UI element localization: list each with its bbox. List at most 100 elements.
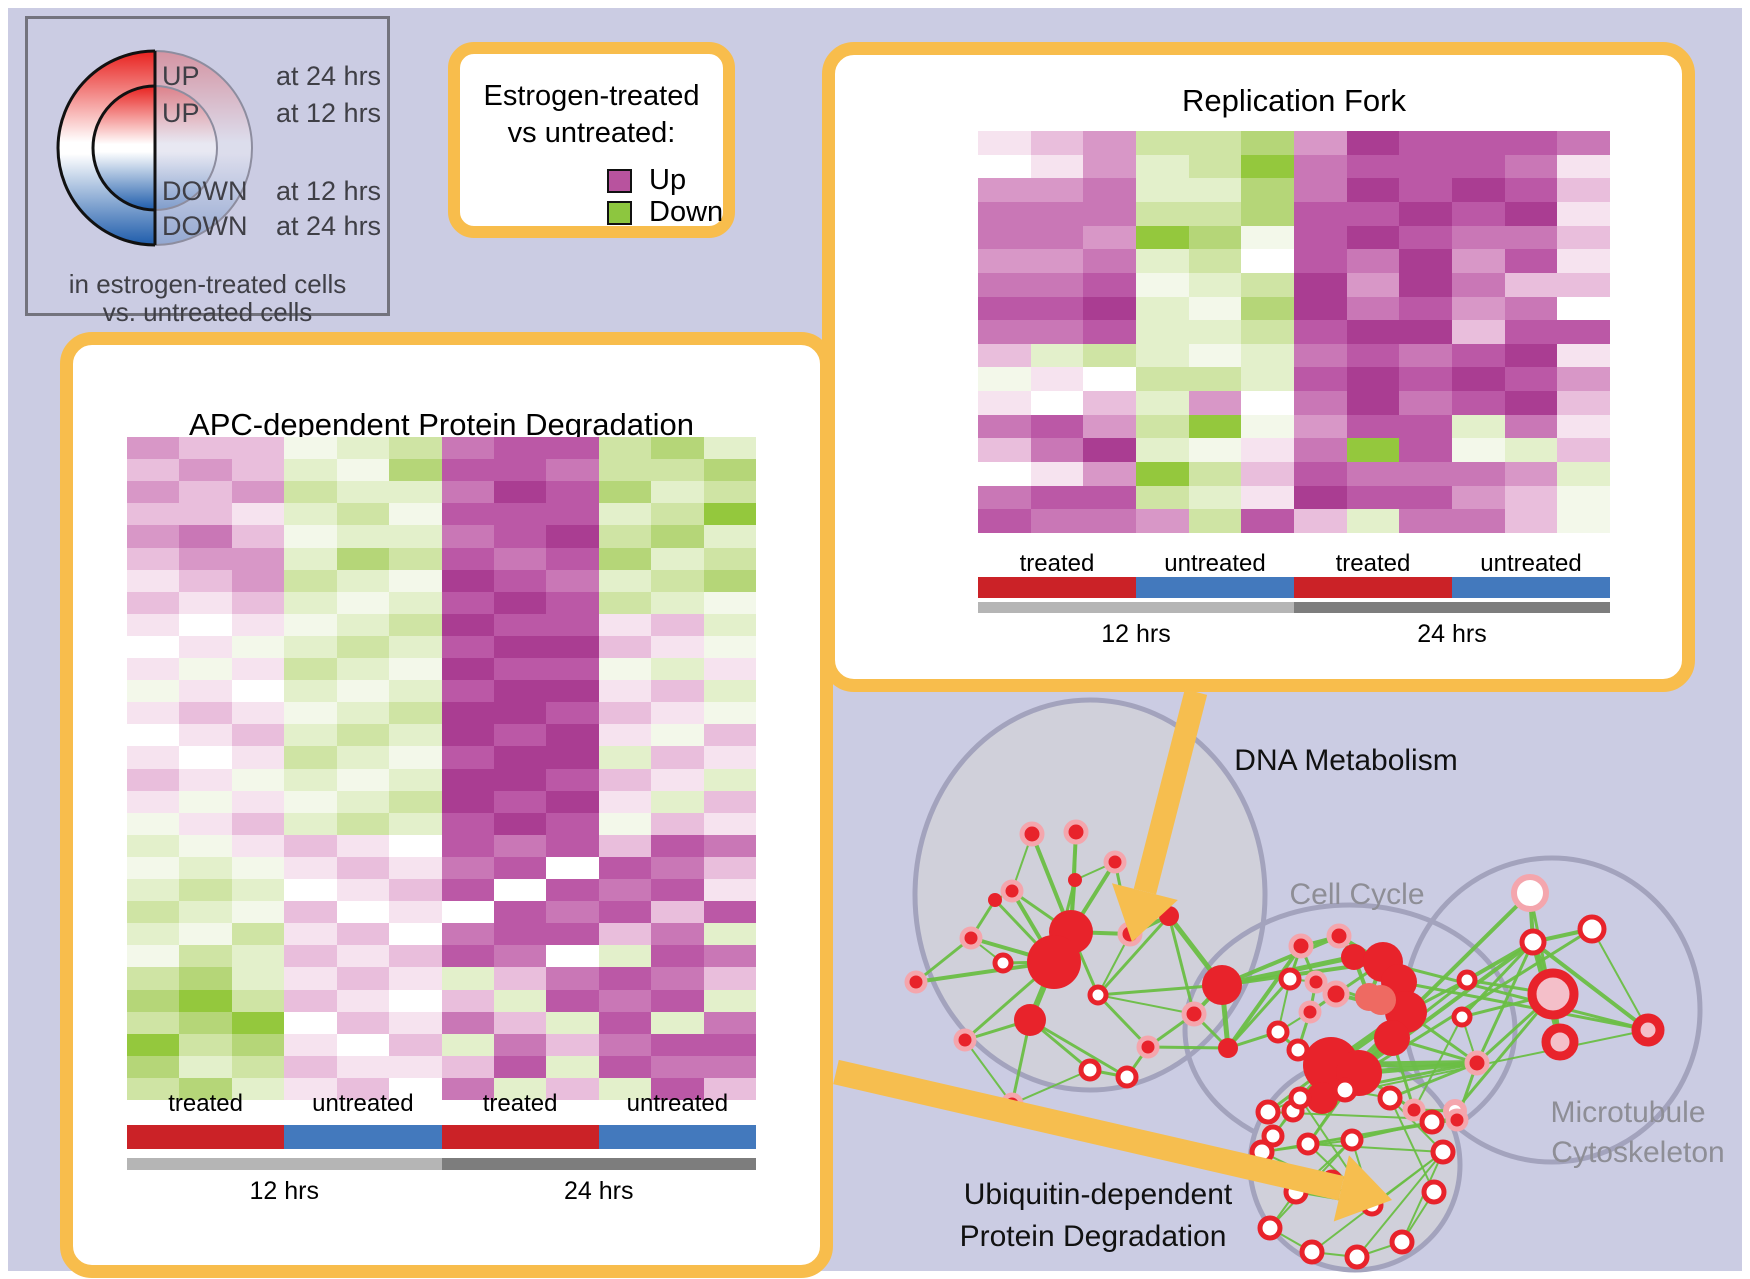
updown-footer-line1: in estrogen-treated cells [68, 269, 347, 299]
updown-footer-line2: vs. untreated cells [102, 297, 313, 327]
heatmap-cell [127, 1011, 180, 1034]
heatmap-cell [336, 812, 390, 835]
heatmap-cell [1083, 391, 1136, 415]
heatmap-cell [598, 1077, 652, 1100]
replication-fork-heatmap [978, 131, 1610, 533]
heatmap-cell [127, 856, 180, 879]
annotation-arrow-head [1111, 883, 1178, 942]
heatmap-cell [336, 1055, 390, 1078]
replication-fork-title: Replication Fork [1182, 83, 1406, 118]
heatmap-cell [546, 525, 599, 548]
heatmap-cell [493, 1033, 547, 1056]
heatmap-cell [127, 702, 180, 725]
heatmap-cell [703, 879, 756, 902]
heatmap-cell [978, 201, 1031, 226]
network-node-donut [1078, 1058, 1102, 1082]
rf-condition-bar [978, 577, 1610, 598]
heatmap-cell [493, 702, 547, 725]
heatmap-cell [1241, 131, 1294, 155]
network-node-bigdonut [1541, 1023, 1579, 1061]
heatmap-cell [179, 702, 232, 725]
heatmap-cell [1452, 249, 1505, 273]
heatmap-cell [493, 901, 547, 924]
heatmap-cell [1452, 131, 1505, 155]
heatmap-cell [651, 702, 704, 725]
heatmap-cell [546, 635, 599, 658]
apc-24hrs-label: 24 hrs [564, 1177, 634, 1205]
heatmap-cell [546, 989, 599, 1012]
heatmap-cell [284, 746, 337, 769]
heatmap-cell [127, 503, 180, 526]
network-edge [1531, 940, 1650, 1032]
heatmap-cell [231, 1077, 285, 1100]
heatmap-cell [127, 481, 180, 504]
heatmap-cell [493, 547, 547, 570]
network-node-solid [1218, 1038, 1238, 1058]
heatmap-cell [1030, 249, 1084, 273]
heatmap-cell [1399, 320, 1452, 344]
heatmap-cell [231, 569, 285, 592]
heatmap-cell [336, 635, 390, 658]
heatmap-cell [546, 967, 599, 990]
heatmap-cell [1083, 201, 1136, 226]
heatmap-cell [1504, 131, 1558, 155]
heatmap-cell [284, 768, 337, 791]
heatmap-cell [1136, 225, 1189, 250]
heatmap-cell [284, 1011, 337, 1034]
heatmap-cell [441, 945, 494, 968]
heatmap-cell [336, 658, 390, 681]
network-node-donut [1286, 1038, 1310, 1062]
heatmap-cell [493, 746, 547, 769]
network-edge [1147, 1045, 1229, 1050]
heatmap-cell [1188, 462, 1242, 486]
heatmap-cell [284, 879, 337, 902]
heatmap-cell [127, 901, 180, 924]
heatmap-cell [1504, 249, 1558, 273]
heatmap-cell [1452, 414, 1505, 439]
heatmap-cell [1030, 509, 1084, 533]
heatmap-cell [441, 459, 494, 482]
rf-24hrs-label: 24 hrs [1417, 620, 1487, 648]
heatmap-cell [1346, 131, 1400, 155]
apc-group-label: untreated [626, 1090, 729, 1117]
network-node-rim [1181, 1001, 1207, 1027]
heatmap-cell [1294, 509, 1347, 533]
heatmap-cell [978, 272, 1031, 297]
heatmap-cell [231, 503, 285, 526]
heatmap-cell [546, 481, 599, 504]
heatmap-cell [441, 879, 494, 902]
heatmap-cell [127, 724, 180, 747]
updown-circles-diagram [56, 49, 253, 247]
heatmap-cell [127, 1055, 180, 1078]
heatmap-cell [493, 1011, 547, 1034]
heatmap-cell [651, 1033, 704, 1056]
heatmap-cell [1399, 249, 1452, 273]
heatmap-cell [1030, 225, 1084, 250]
heatmap-cell [978, 509, 1031, 533]
inner-ring-outline [155, 85, 218, 211]
color-key-panel: Estrogen-treated vs untreated: Up Down [448, 42, 735, 238]
heatmap-cell [598, 834, 652, 857]
heatmap-cell [441, 437, 494, 460]
heatmap-cell [1504, 485, 1558, 510]
heatmap-cell [1136, 462, 1189, 486]
heatmap-cell [978, 131, 1031, 155]
heatmap-cell [1030, 154, 1084, 179]
heatmap-cell [1294, 296, 1347, 321]
heatmap-cell [1294, 414, 1347, 439]
heatmap-cell [651, 1077, 704, 1100]
network-edge [1097, 983, 1223, 997]
heatmap-cell [231, 879, 285, 902]
heatmap-cell [651, 967, 704, 990]
heatmap-cell [598, 812, 652, 835]
heatmap-cell [1557, 225, 1610, 250]
network-edge [915, 936, 972, 984]
network-edge [1221, 934, 1340, 987]
network-node-rim [1019, 821, 1045, 847]
heatmap-cell [336, 525, 390, 548]
network-edge [1475, 941, 1535, 1064]
heatmap-cell [1294, 462, 1347, 486]
heatmap-cell [651, 459, 704, 482]
heatmap-cell [1346, 343, 1400, 368]
heatmap-cell [1346, 462, 1400, 486]
